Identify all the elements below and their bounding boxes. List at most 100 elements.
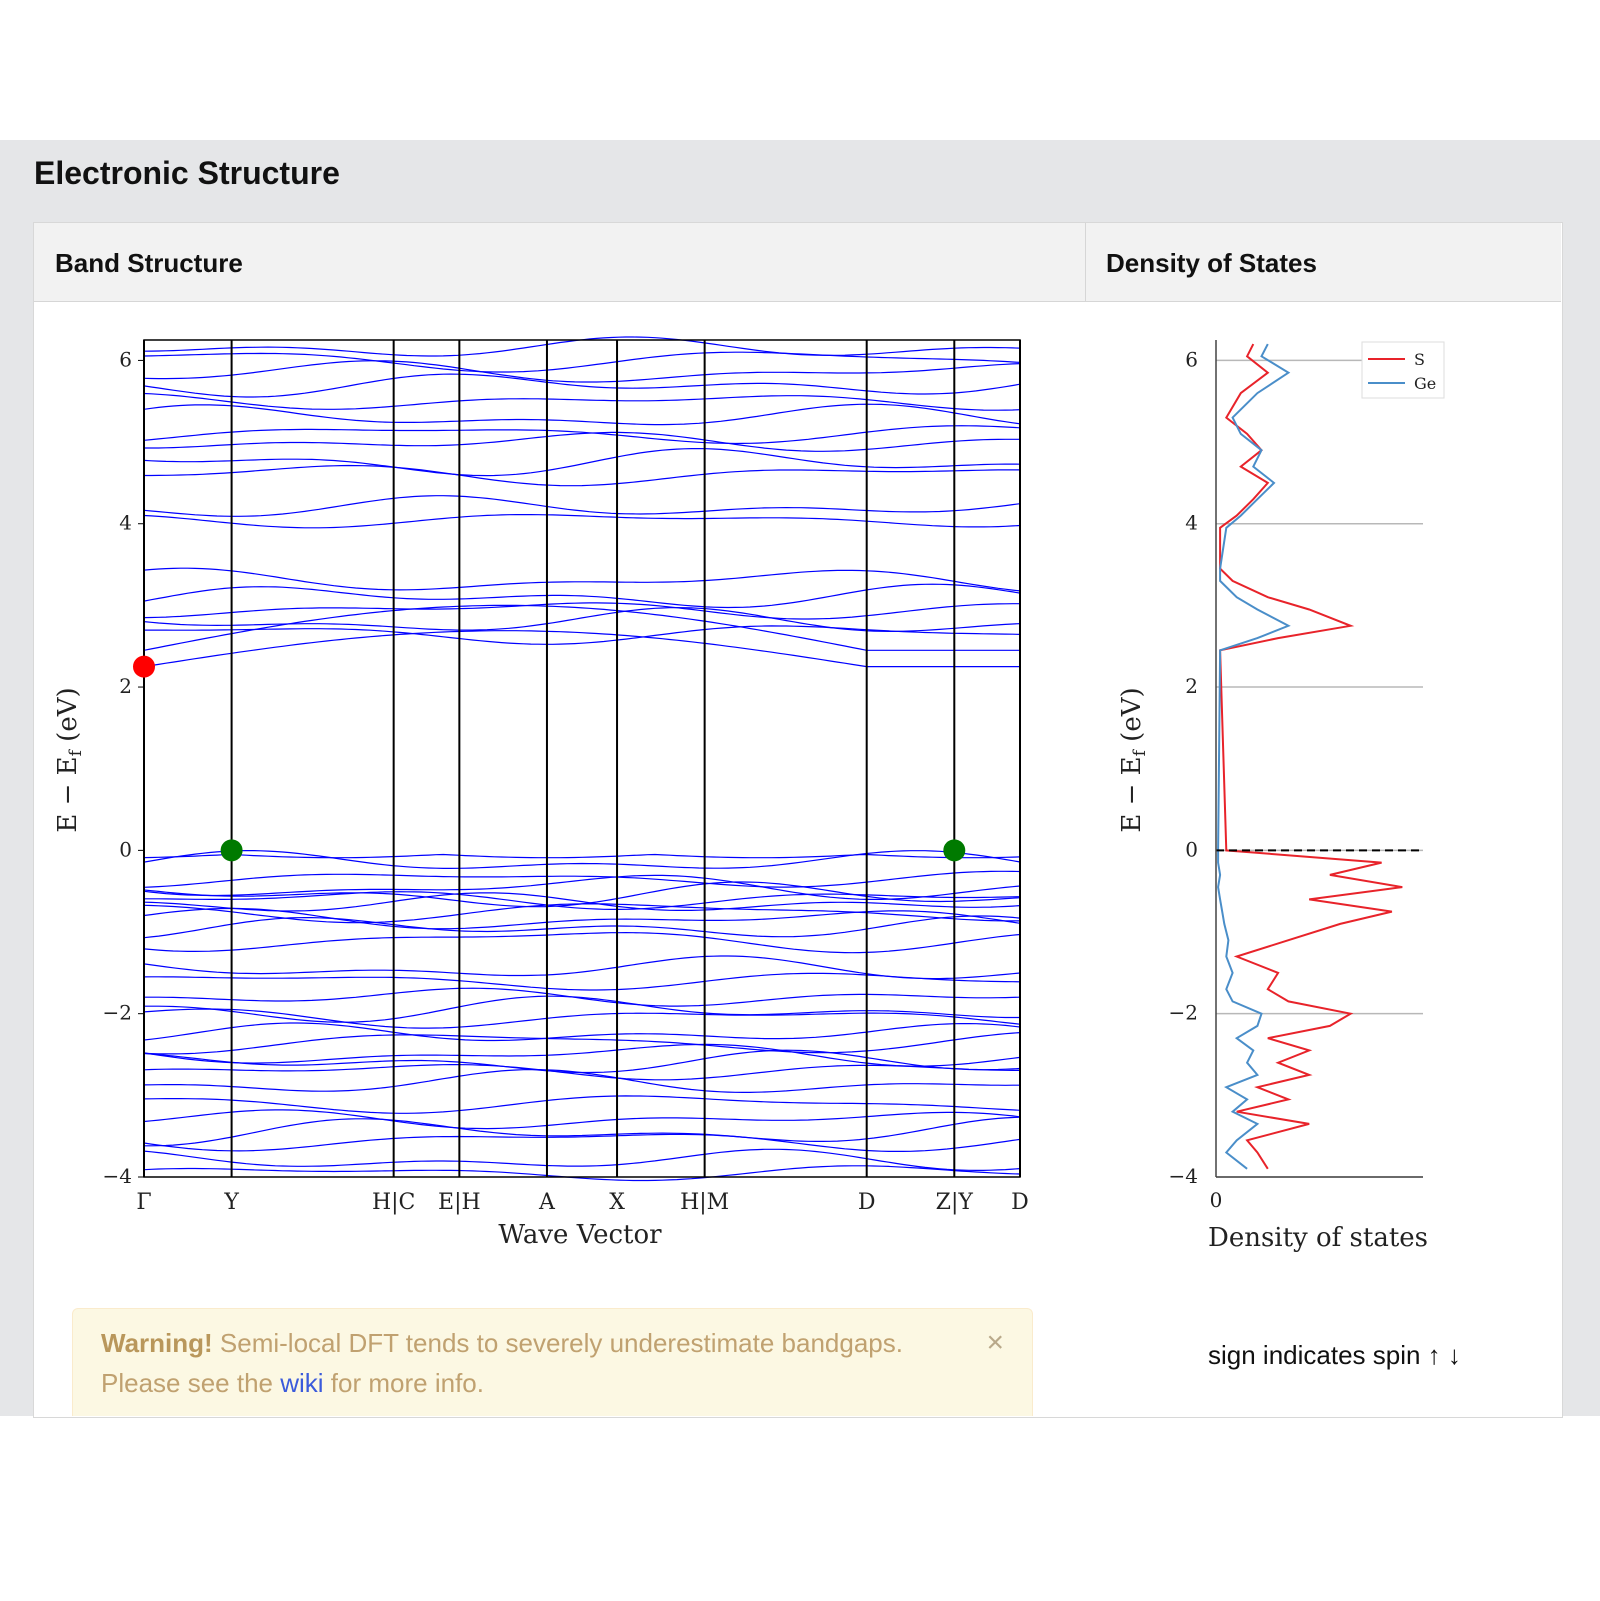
panel-header: [34, 223, 1561, 302]
band-line: [144, 891, 1021, 911]
band-y-tick-label: 6: [119, 347, 132, 371]
band-y-ticks: −4 −2 0 2 4 6: [103, 347, 144, 1188]
band-line: [143, 567, 1021, 592]
band-line: [143, 915, 1021, 939]
band-line: [143, 448, 1021, 477]
dos-x-tick-0: 0: [1210, 1188, 1223, 1212]
dos-series-s: [1219, 343, 1403, 1170]
band-line: [143, 583, 1021, 609]
band-line: [143, 1109, 1021, 1130]
dos-series-ge: [1217, 343, 1291, 1170]
band-line: [143, 425, 1021, 445]
band-line: [144, 1116, 1021, 1147]
band-line: [143, 972, 1021, 991]
band-line: [143, 1095, 1021, 1114]
band-line: [143, 351, 1021, 373]
band-y-tick-label: −4: [103, 1164, 132, 1188]
dos-y-ticks: −4 −2 0 2 4 6: [1169, 347, 1198, 1188]
band-line: [143, 849, 1021, 870]
wiki-link[interactable]: wiki: [280, 1368, 324, 1398]
band-y-tick-label: 0: [119, 837, 132, 861]
electronic-structure-panel: [33, 222, 1563, 1418]
spin-note: sign indicates spin ↑ ↓: [1208, 1340, 1461, 1370]
band-x-tick-label: A: [538, 1190, 556, 1215]
band-line: [143, 1148, 1021, 1172]
band-plot-frame: [143, 339, 1021, 1178]
dos-chart: −4 −2 0 2 4 6 0 S Ge Density of states E − Ef…: [1117, 340, 1445, 1253]
warning-label: Warning!: [101, 1328, 213, 1358]
band-line: [143, 931, 1021, 954]
band-x-tick-label: X: [609, 1190, 625, 1215]
dos-y-tick-label: 2: [1185, 674, 1198, 698]
warning-text: Semi-local DFT tends to severely underes…: [212, 1328, 903, 1358]
band-structure-heading: Band Structure: [55, 248, 243, 278]
band-line: [143, 892, 1021, 912]
vbm-marker: [220, 839, 243, 862]
band-x-tick-label: Γ: [136, 1190, 151, 1215]
band-line: [144, 431, 1020, 452]
kpoint-lines: [143, 340, 1021, 1177]
band-x-tick-label: H|M: [680, 1190, 729, 1215]
band-x-ticks: Γ Y H|C E|H A X H|M D Z|Y D: [136, 1190, 1028, 1215]
band-x-tick-label: Z|Y: [936, 1190, 974, 1215]
section-title: Electronic Structure: [34, 155, 340, 191]
warning-line2-suffix: for more info.: [323, 1368, 484, 1398]
dos-y-tick-label: 6: [1185, 347, 1198, 371]
band-line: [143, 1049, 1021, 1074]
band-line: [143, 1133, 1021, 1153]
band-line: [143, 1022, 1021, 1042]
dos-y-tick-label: −4: [1169, 1164, 1198, 1188]
close-icon[interactable]: ×: [986, 1326, 1004, 1359]
band-line: [143, 392, 1021, 411]
band-line: [143, 1043, 1021, 1067]
band-line: [143, 360, 1021, 383]
band-line: [143, 1165, 1021, 1182]
band-x-tick-label: D: [858, 1190, 876, 1215]
band-line: [143, 403, 1021, 426]
header-divider: [1085, 223, 1086, 301]
legend-label-s: S: [1414, 350, 1425, 369]
band-y-label: E − Ef (eV): [53, 687, 86, 832]
dos-y-label: E − Ef (eV): [1117, 687, 1150, 832]
band-y-tick-label: 4: [119, 511, 132, 535]
dos-series-lines: [1217, 343, 1403, 1170]
band-x-tick-label: Y: [223, 1190, 239, 1215]
band-line: [143, 495, 1021, 517]
band-x-tick-label: E|H: [438, 1190, 481, 1215]
vbm-marker: [943, 839, 966, 862]
band-line: [143, 870, 1021, 888]
band-line: [143, 907, 1021, 930]
band-line: [144, 464, 1020, 487]
dos-y-tick-label: 0: [1185, 837, 1198, 861]
warning-line2-prefix: Please see the: [101, 1368, 281, 1398]
band-line: [143, 514, 1021, 529]
band-line: [143, 1032, 1021, 1055]
band-line: [143, 606, 1021, 632]
band-line: [143, 602, 1020, 620]
dos-legend: S Ge: [1361, 341, 1445, 399]
band-line: [143, 373, 1021, 398]
band-edge-markers: [133, 655, 966, 862]
band-x-label: Wave Vector: [498, 1220, 662, 1250]
band-line: [143, 955, 1021, 980]
dos-grid: [1216, 359, 1423, 1178]
band-x-tick-label: H|C: [372, 1190, 415, 1215]
band-y-tick-label: 2: [119, 674, 132, 698]
cbm-marker: [133, 655, 155, 678]
band-line: [143, 630, 1020, 668]
dos-y-tick-label: 4: [1185, 511, 1198, 535]
dos-y-tick-label: −2: [1169, 1001, 1198, 1025]
band-line: [144, 995, 1020, 1023]
band-line: [143, 853, 1021, 859]
band-line: [143, 874, 1021, 901]
band-line: [143, 1063, 1020, 1081]
legend-label-ge: Ge: [1414, 374, 1436, 393]
dos-x-label: Density of states: [1208, 1223, 1428, 1253]
legend-box: [1361, 341, 1445, 399]
band-line: [143, 881, 1021, 908]
band-line: [144, 625, 1021, 645]
band-line: [144, 987, 1021, 1007]
dos-heading: Density of States: [1106, 248, 1317, 278]
band-y-tick-label: −2: [103, 1001, 132, 1025]
